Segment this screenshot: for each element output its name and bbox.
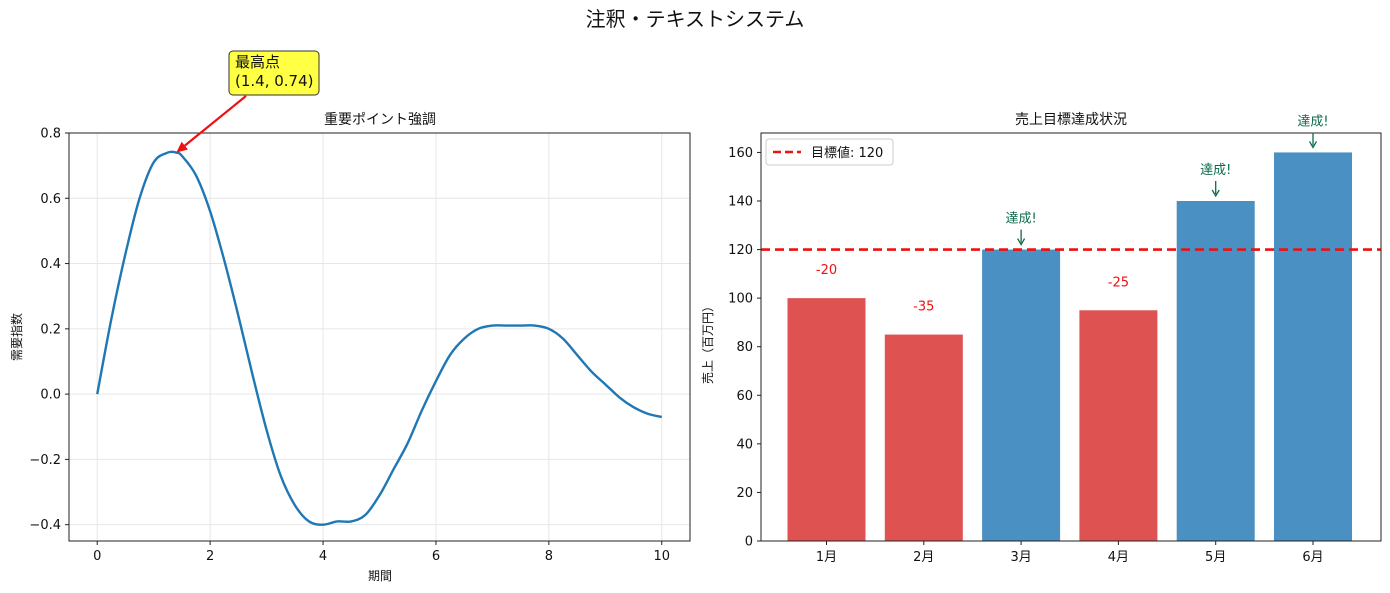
right-y-tick-label: 60 [736,389,753,404]
bar-3 [982,249,1061,542]
left-y-tick-label: −0.2 [29,453,61,468]
bar-6 [1274,152,1352,541]
left-grid [69,132,690,541]
right-x-tick-label: 2月 [913,550,934,565]
legend-label: 目標値: 120 [811,145,883,161]
right-y-ticks: 0 20 40 60 80 100 120 140 160 [728,146,761,550]
left-y-tick-label: 0.8 [40,127,61,142]
right-x-tick-label: 4月 [1108,550,1129,565]
right-y-tick-label: 160 [728,146,753,161]
achieved-label: 達成! [1297,114,1328,129]
bar-1 [787,298,866,541]
bar-2 [884,334,963,541]
left-y-tick-label: 0.4 [40,257,61,272]
right-y-axis-label: 売上（百万円） [700,300,715,384]
right-y-tick-label: 80 [736,340,753,355]
left-y-tick-label: 0.2 [40,322,61,337]
right-y-tick-label: 140 [728,195,753,210]
bar-value-labels: -20 -35 達成! -25 達成! 達成! [816,114,1329,314]
shortfall-label: -35 [913,300,934,315]
legend-frame [765,138,894,166]
peak-annotation-line1: 最高点 [235,53,280,71]
left-x-tick-label: 8 [545,549,553,564]
peak-annotation-line2: (1.4, 0.74) [235,72,314,90]
left-chart: 0 2 4 6 8 10 −0.4 −0.2 0.0 0.2 0.4 0.6 0.8 重要ポイント強調… [9,50,691,583]
peak-arrow [184,95,247,147]
right-x-ticks: 1月 2月 3月 4月 5月 6月 [816,541,1324,565]
bar-5 [1176,201,1255,541]
right-chart-title: 売上目標達成状況 [1015,112,1127,128]
demand-line [96,150,663,526]
right-y-tick-label: 100 [728,292,753,307]
right-chart: 0 20 40 60 80 100 120 140 160 1月 2月 3月 4月 5月 6月 -20 -3… [700,112,1382,565]
shortfall-label: -20 [816,263,837,278]
left-y-tick-label: 0.0 [40,388,61,403]
bar-4 [1079,310,1158,541]
right-x-tick-label: 3月 [1010,550,1031,565]
achieved-arrowhead [1308,141,1318,149]
sales-bars [787,152,1352,542]
peak-annotation: 最高点 (1.4, 0.74) [176,50,320,153]
right-y-tick-label: 40 [736,437,753,452]
left-y-axis-label: 需要指数 [9,313,24,361]
right-y-tick-label: 0 [745,535,753,550]
achieved-label: 達成! [1005,212,1036,227]
right-x-tick-label: 6月 [1302,550,1323,565]
right-y-tick-label: 120 [728,243,753,258]
left-x-tick-label: 2 [206,549,214,564]
shortfall-label: -25 [1108,275,1129,290]
left-chart-title: 重要ポイント強調 [324,112,436,128]
achieved-label: 達成! [1200,163,1231,178]
left-plot-frame [68,132,691,542]
left-y-ticks: −0.4 −0.2 0.0 0.2 0.4 0.6 0.8 [29,127,69,533]
left-x-ticks: 0 2 4 6 8 10 [93,541,670,564]
peak-arrowhead [176,141,188,153]
left-x-tick-label: 0 [93,549,101,564]
left-y-tick-label: −0.4 [29,518,61,533]
legend: 目標値: 120 [765,138,894,166]
left-x-tick-label: 10 [653,549,670,564]
right-plot-frame [760,132,1382,542]
left-x-axis-label: 期間 [368,569,392,583]
right-x-tick-label: 1月 [816,550,837,565]
achieved-arrowhead [1211,189,1220,198]
left-x-tick-label: 6 [432,549,440,564]
achieved-arrowhead [1017,238,1026,246]
left-y-tick-label: 0.6 [40,192,61,207]
left-x-tick-label: 4 [319,549,327,564]
peak-annotation-box [228,50,320,96]
figure-title: 注釈・テキストシステム [586,7,805,31]
right-y-tick-label: 20 [736,486,753,501]
right-x-tick-label: 5月 [1205,550,1226,565]
